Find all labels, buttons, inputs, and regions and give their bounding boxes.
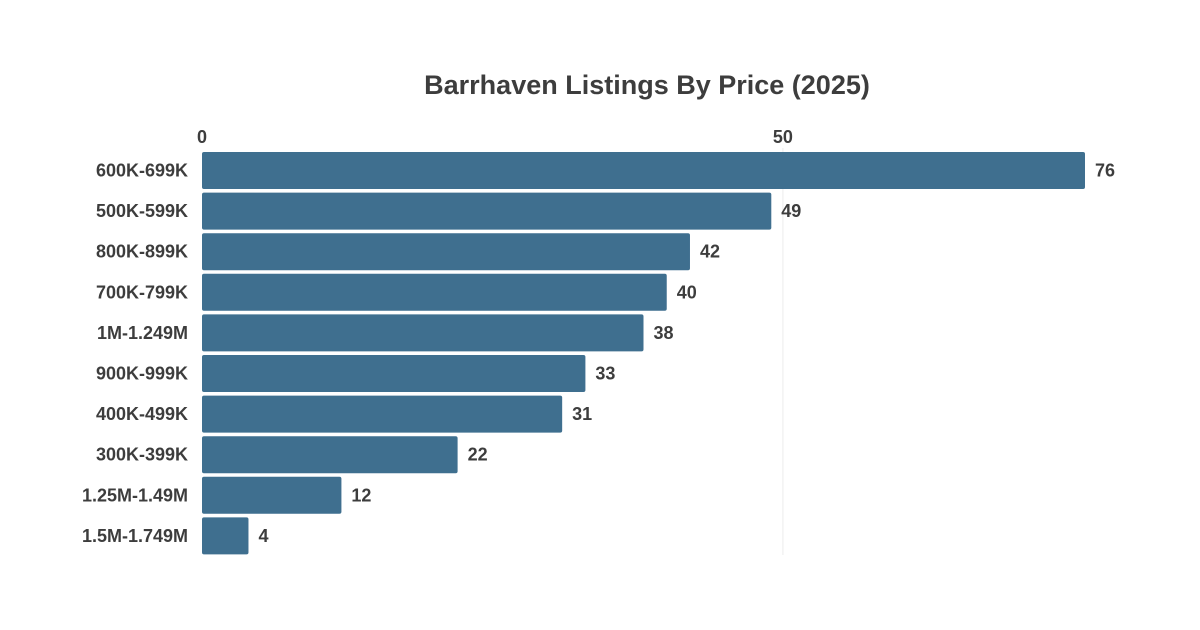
bar-800K-899K <box>202 233 690 271</box>
data-label-300K-399K: 22 <box>468 445 488 465</box>
data-label-1M-1.249M: 38 <box>654 323 674 343</box>
category-label-900K-999K: 900K-999K <box>96 364 188 384</box>
category-label-700K-799K: 700K-799K <box>96 282 188 302</box>
data-label-1.5M-1.749M: 4 <box>258 526 268 546</box>
category-label-1.25M-1.49M: 1.25M-1.49M <box>82 485 188 505</box>
data-label-1.25M-1.49M: 12 <box>351 485 371 505</box>
data-label-400K-499K: 31 <box>572 404 592 424</box>
category-label-500K-599K: 500K-599K <box>96 201 188 221</box>
bar-900K-999K <box>202 355 586 392</box>
data-label-500K-599K: 49 <box>781 201 801 221</box>
x-tick-label-0: 0 <box>197 127 207 147</box>
category-label-400K-499K: 400K-499K <box>96 404 188 424</box>
data-label-800K-899K: 42 <box>700 242 720 262</box>
bar-400K-499K <box>202 395 563 433</box>
bar-300K-399K <box>202 436 458 474</box>
category-labels: 600K-699K 500K-599K 800K-899K 700K-799K 1M-1… <box>82 161 188 546</box>
bars <box>202 152 1085 555</box>
bar-1.5M-1.749M <box>202 517 249 555</box>
category-label-300K-399K: 300K-399K <box>96 445 188 465</box>
bar-600K-699K <box>202 152 1085 189</box>
x-tick-label-50: 50 <box>773 127 793 147</box>
bar-1.25M-1.49M <box>202 476 342 514</box>
data-label-600K-699K: 76 <box>1095 161 1115 181</box>
bar-700K-799K <box>202 273 667 311</box>
category-label-800K-899K: 800K-899K <box>96 242 188 262</box>
bar-1M-1.249M <box>202 314 644 352</box>
category-label-1.5M-1.749M: 1.5M-1.749M <box>82 526 188 546</box>
chart-title: Barrhaven Listings By Price (2025) <box>424 70 870 100</box>
data-label-700K-799K: 40 <box>677 282 697 302</box>
category-label-600K-699K: 600K-699K <box>96 161 188 181</box>
x-axis-ticks: 0 50 <box>197 127 793 147</box>
data-label-900K-999K: 33 <box>595 364 615 384</box>
bar-500K-599K <box>202 192 772 230</box>
category-label-1M-1.249M: 1M-1.249M <box>97 323 188 343</box>
